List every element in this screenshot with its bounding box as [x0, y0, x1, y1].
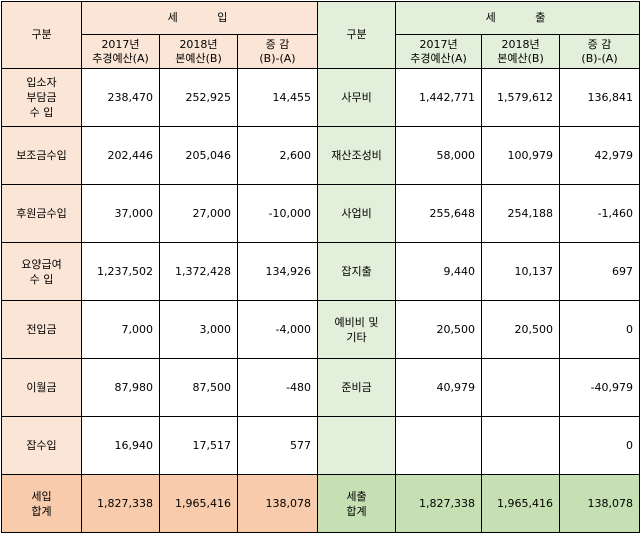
income-value-2018: 27,000	[159, 184, 238, 243]
income-total-value-diff: 138,078	[236, 474, 319, 533]
income-value-2017: 1,237,502	[81, 242, 160, 301]
income-value-diff: -480	[236, 358, 319, 417]
income-value-2018: 1,372,428	[159, 242, 238, 301]
expense-value-diff: 0	[559, 300, 640, 359]
income-row-label: 이월금	[1, 358, 82, 417]
income-total-label: 세입 합계	[1, 474, 82, 533]
table-row: 요양급여 수 입 1,237,502 1,372,428 134,926 잡지출 9,440…	[1, 242, 640, 301]
income-row-label: 후원금수입	[1, 184, 82, 243]
income-row-label: 요양급여 수 입	[1, 242, 82, 301]
expense-value-diff: 0	[559, 416, 640, 475]
income-row-label: 잡수입	[1, 416, 82, 475]
income-total-value-2017: 1,827,338	[81, 474, 160, 533]
income-value-2018: 205,046	[159, 126, 238, 185]
table-row: 입소자 부담금 수 입 238,470 252,925 14,455 사무비 1,442,77…	[1, 68, 640, 127]
expense-total-value-diff: 138,078	[559, 474, 640, 533]
income-value-2018: 252,925	[159, 68, 238, 127]
expense-category-header: 구분	[317, 1, 397, 69]
expense-row-label: 예비비 및 기타	[317, 300, 397, 359]
expense-value-2018: 254,188	[481, 184, 561, 243]
expense-col-2017: 2017년 추경예산(A)	[395, 34, 483, 69]
table-row: 이월금 87,980 87,500 -480 준비금 40,979 -40,979	[1, 358, 640, 417]
expense-row-label: 잡지출	[317, 242, 397, 301]
expense-value-2017: 20,500	[395, 300, 483, 359]
expense-value-2017: 255,648	[395, 184, 483, 243]
income-value-2017: 238,470	[81, 68, 160, 127]
income-row-label: 전입금	[1, 300, 82, 359]
expense-value-2018: 100,979	[481, 126, 561, 185]
expense-row-label: 준비금	[317, 358, 397, 417]
income-category-header: 구분	[1, 1, 82, 69]
expense-total-value-2017: 1,827,338	[395, 474, 483, 533]
expense-col-2018: 2018년 본예산(B)	[481, 34, 561, 69]
table-row: 전입금 7,000 3,000 -4,000 예비비 및 기타 20,500 20,500 0	[1, 300, 640, 359]
income-value-2017: 16,940	[81, 416, 160, 475]
income-value-2017: 37,000	[81, 184, 160, 243]
expense-value-2017: 9,440	[395, 242, 483, 301]
income-row-label: 입소자 부담금 수 입	[1, 68, 82, 127]
expense-row-label: 사업비	[317, 184, 397, 243]
expense-value-diff: -1,460	[559, 184, 640, 243]
income-value-diff: -4,000	[236, 300, 319, 359]
income-value-2018: 17,517	[159, 416, 238, 475]
income-col-2018: 2018년 본예산(B)	[159, 34, 238, 69]
table-row: 후원금수입 37,000 27,000 -10,000 사업비 255,648 254,18…	[1, 184, 640, 243]
expense-value-2017: 58,000	[395, 126, 483, 185]
income-row-label: 보조금수입	[1, 126, 82, 185]
expense-value-2017: 1,442,771	[395, 68, 483, 127]
expense-value-2018: 1,579,612	[481, 68, 561, 127]
table-row: 잡수입 16,940 17,517 577 0	[1, 416, 640, 475]
expense-value-2018: 20,500	[481, 300, 561, 359]
income-section-title: 세 입	[80, 1, 319, 35]
expense-value-2018: 10,137	[481, 242, 561, 301]
expense-value-diff: -40,979	[559, 358, 640, 417]
income-value-2017: 202,446	[81, 126, 160, 185]
income-value-2017: 7,000	[81, 300, 160, 359]
expense-value-diff: 136,841	[559, 68, 640, 127]
expense-value-diff: 697	[559, 242, 640, 301]
income-value-2018: 87,500	[159, 358, 238, 417]
income-value-diff: -10,000	[236, 184, 319, 243]
budget-table: 구분 세 입 구분 세 출 2017년 추경예산(A) 2018년 본예산(B) 증…	[1, 1, 640, 533]
income-value-diff: 134,926	[236, 242, 319, 301]
income-total-value-2018: 1,965,416	[159, 474, 238, 533]
expense-total-value-2018: 1,965,416	[481, 474, 561, 533]
income-value-2017: 87,980	[81, 358, 160, 417]
expense-value-diff: 42,979	[559, 126, 640, 185]
expense-value-2017	[395, 416, 483, 475]
expense-value-2018	[481, 358, 561, 417]
table-row: 보조금수입 202,446 205,046 2,600 재산조성비 58,000 100,9…	[1, 126, 640, 185]
income-value-2018: 3,000	[159, 300, 238, 359]
expense-row-label: 사무비	[317, 68, 397, 127]
expense-row-label	[317, 416, 397, 475]
income-value-diff: 2,600	[236, 126, 319, 185]
expense-row-label: 재산조성비	[317, 126, 397, 185]
expense-section-title: 세 출	[395, 1, 640, 35]
income-value-diff: 577	[236, 416, 319, 475]
expense-value-2018	[481, 416, 561, 475]
totals-row: 세입 합계 1,827,338 1,965,416 138,078 세출 합계 1,827,3…	[1, 474, 640, 533]
income-value-diff: 14,455	[236, 68, 319, 127]
expense-col-diff: 증 감 (B)-(A)	[559, 34, 640, 69]
expense-value-2017: 40,979	[395, 358, 483, 417]
expense-total-label: 세출 합계	[317, 474, 397, 533]
income-col-diff: 증 감 (B)-(A)	[236, 34, 319, 69]
income-col-2017: 2017년 추경예산(A)	[81, 34, 160, 69]
